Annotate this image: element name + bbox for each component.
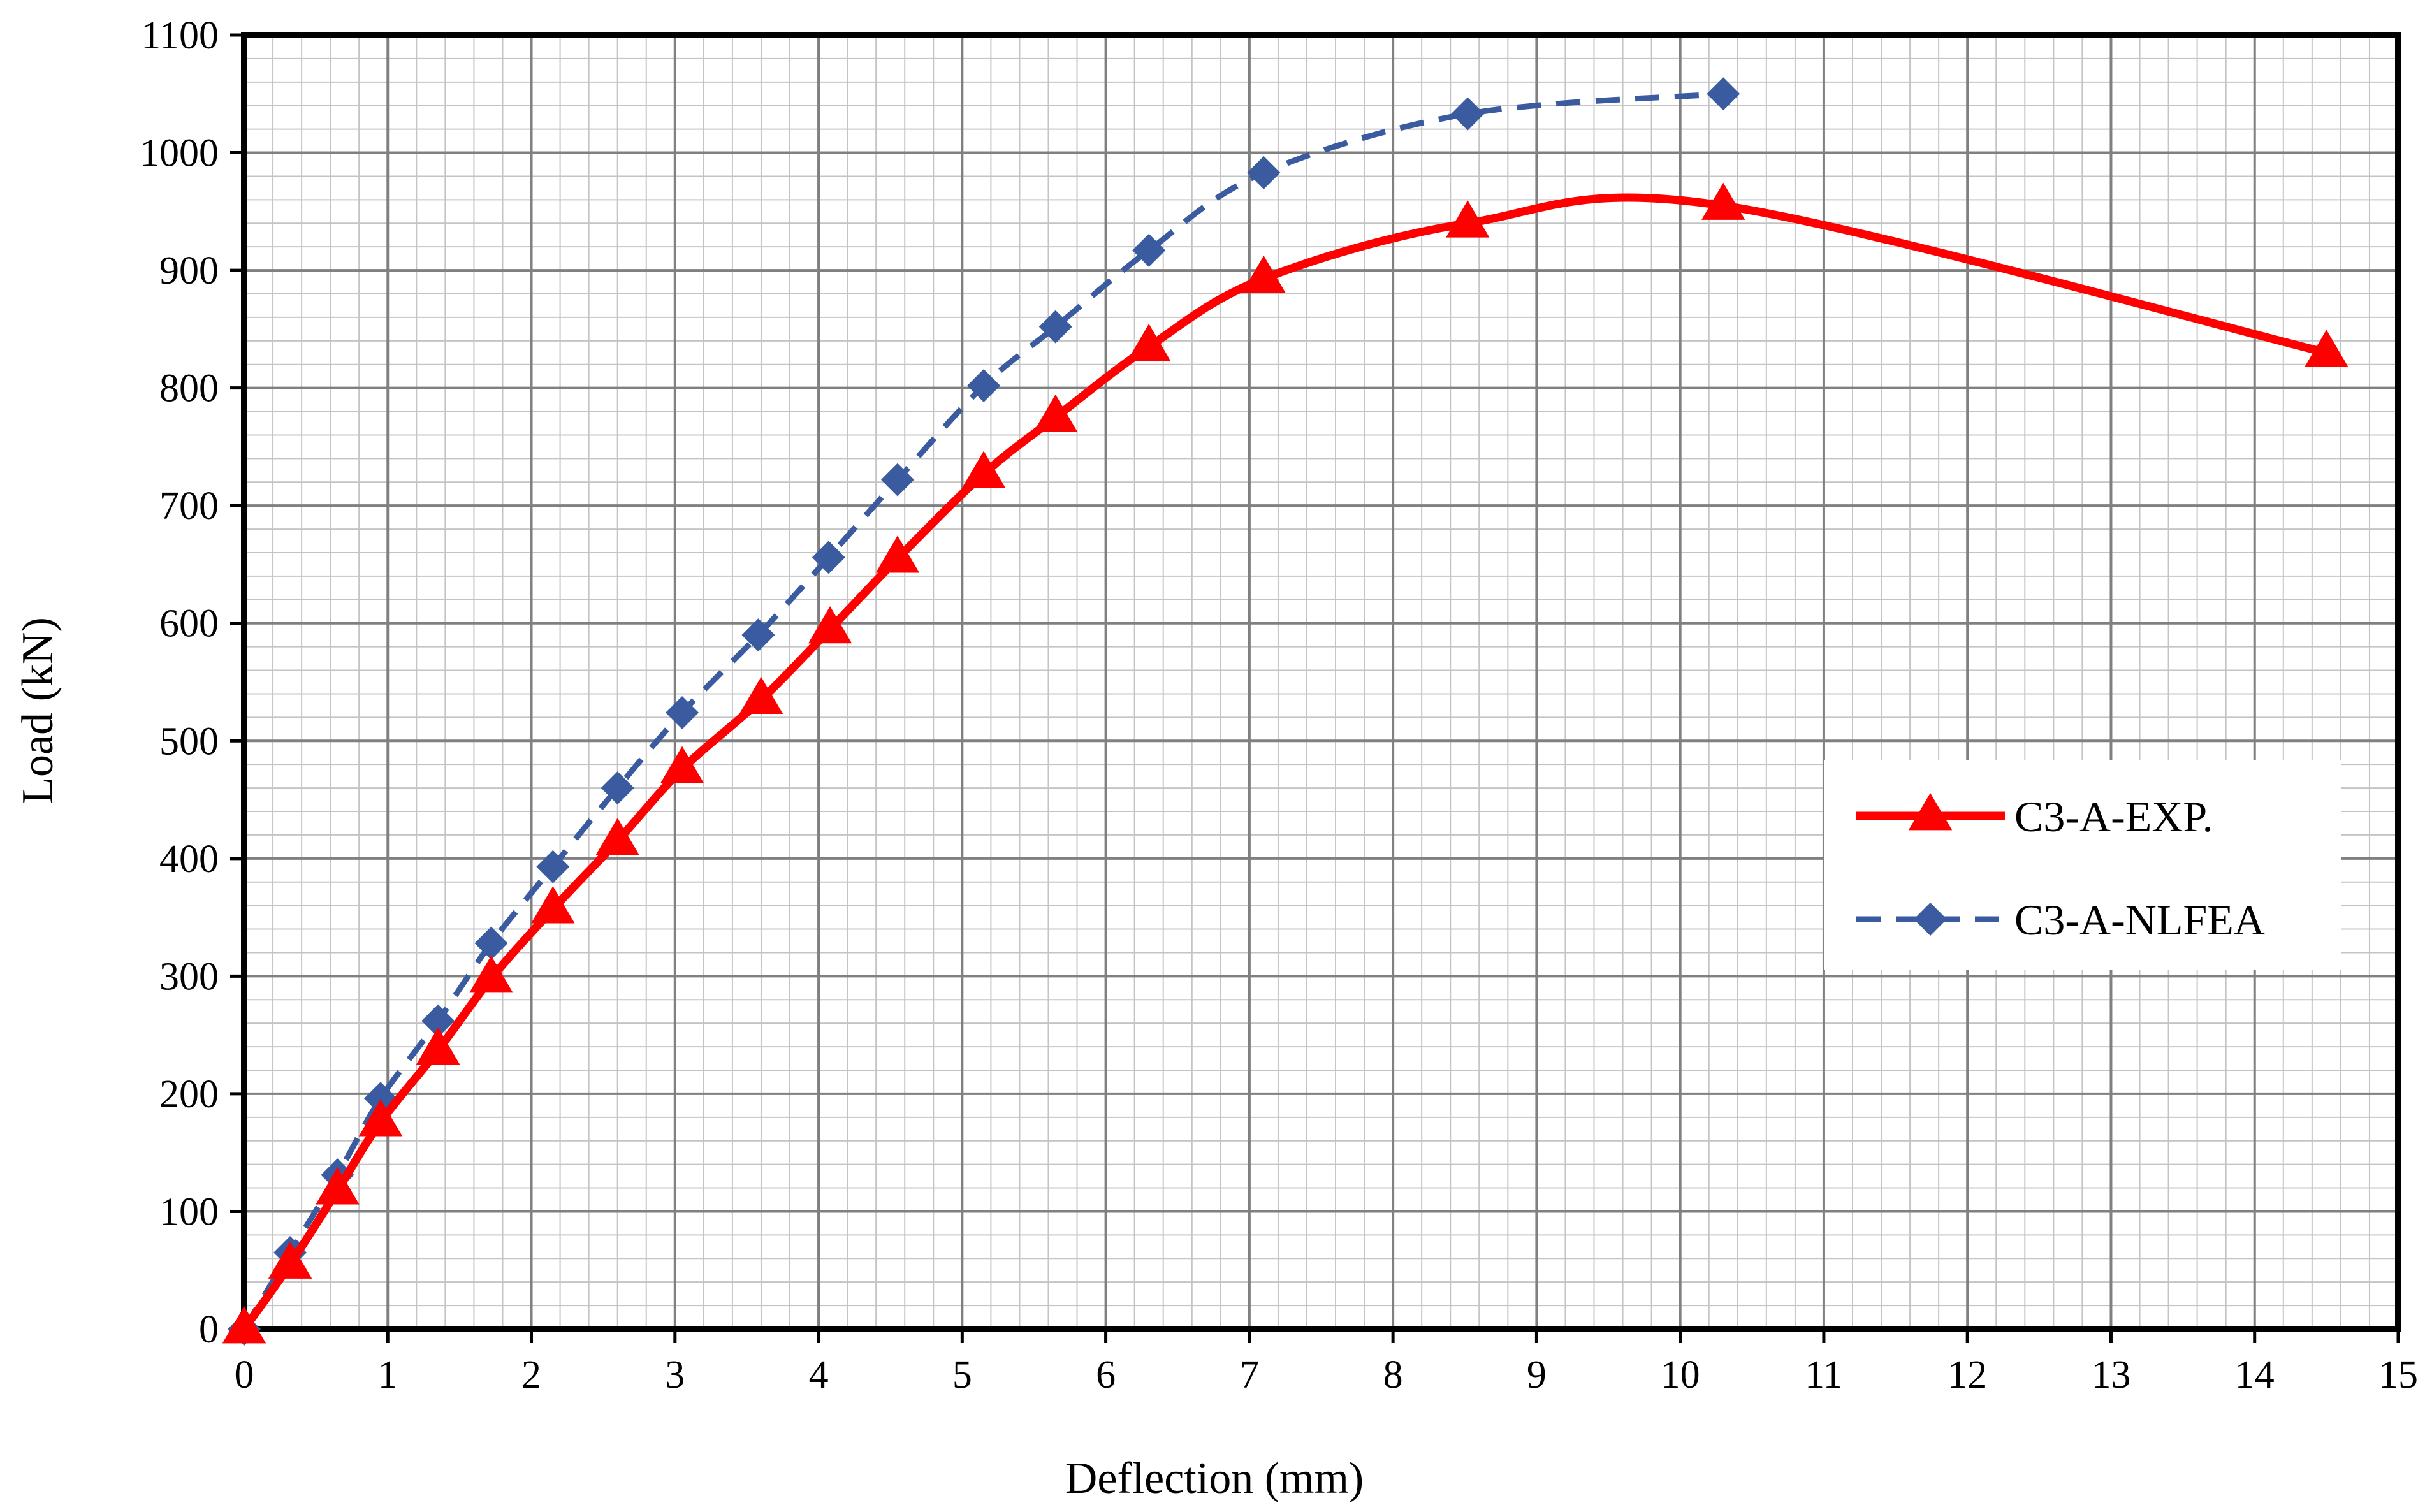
- y-tick-label: 500: [159, 720, 219, 763]
- data-point-c3-a-nlfea: [666, 695, 699, 729]
- x-tick-label: 10: [1661, 1353, 1700, 1397]
- plot-area-frame: [241, 32, 2401, 1332]
- data-point-c3-a-exp: [1033, 394, 1077, 432]
- legend-label-c3-a-exp: C3-A-EXP.: [2014, 792, 2213, 841]
- x-tick-label: 15: [2378, 1353, 2418, 1397]
- series-line-c3-a-exp: [240, 193, 2327, 1332]
- y-tick-label: 1100: [141, 14, 219, 57]
- x-axis-tick-labels: 0 1 2 3 4 5 6 7 8 9 10 11 12 13 14 15: [235, 1353, 2419, 1397]
- y-tick-label: 100: [159, 1190, 219, 1233]
- data-point-c3-a-exp: [416, 1027, 460, 1065]
- data-point-c3-a-nlfea: [967, 368, 1001, 402]
- legend-item-c3-a-exp: C3-A-EXP.: [1856, 792, 2213, 841]
- x-tick-label: 8: [1383, 1353, 1403, 1397]
- data-point-c3-a-exp: [469, 956, 513, 993]
- x-tick-label: 6: [1096, 1353, 1116, 1397]
- y-tick-label: 600: [159, 602, 219, 646]
- legend: C3-A-EXP. C3-A-NLFEA: [1824, 760, 2341, 970]
- data-point-c3-a-nlfea: [1451, 97, 1485, 131]
- data-point-c3-a-nlfea: [741, 618, 775, 652]
- y-tick-label: 700: [159, 484, 219, 528]
- data-point-c3-a-exp: [660, 746, 704, 783]
- data-point-c3-a-exp: [531, 886, 575, 924]
- data-point-c3-a-exp: [316, 1167, 360, 1205]
- data-point-c3-a-exp: [808, 606, 852, 644]
- data-point-c3-a-exp: [1701, 182, 1745, 220]
- data-point-c3-a-exp: [268, 1241, 312, 1279]
- minor-gridlines: [244, 35, 2398, 1329]
- data-point-c3-a-nlfea: [536, 850, 570, 883]
- data-point-c3-a-nlfea: [1707, 77, 1740, 111]
- legend-marker-c3-a-exp: [1908, 793, 1953, 831]
- data-point-c3-a-exp: [1242, 256, 1286, 293]
- data-point-c3-a-nlfea: [474, 926, 508, 960]
- data-point-c3-a-exp: [875, 535, 920, 573]
- y-tick-label: 300: [159, 955, 219, 998]
- data-point-c3-a-exp: [2305, 330, 2349, 367]
- y-tick-label: 1000: [140, 132, 219, 175]
- legend-box: [1824, 760, 2341, 970]
- y-tick-label: 400: [159, 838, 219, 881]
- data-point-c3-a-exp: [1126, 324, 1171, 361]
- major-gridlines: [244, 35, 2398, 1329]
- data-point-c3-a-exp: [595, 818, 639, 855]
- x-tick-label: 2: [521, 1353, 541, 1397]
- x-tick-label: 13: [2091, 1353, 2130, 1397]
- y-tick-label: 800: [159, 367, 219, 411]
- data-point-c3-a-nlfea: [1247, 156, 1281, 189]
- x-tick-label: 11: [1805, 1353, 1843, 1397]
- legend-marker-c3-a-nlfea: [1914, 903, 1947, 936]
- x-tick-label: 3: [665, 1353, 685, 1397]
- y-axis-title: Load (kN): [13, 617, 62, 804]
- data-point-c3-a-exp: [358, 1099, 403, 1137]
- x-tick-label: 0: [235, 1353, 254, 1397]
- data-point-c3-a-nlfea: [1038, 310, 1072, 344]
- legend-item-c3-a-nlfea: C3-A-NLFEA: [1856, 896, 2265, 944]
- x-tick-label: 5: [952, 1353, 972, 1397]
- x-tick-label: 7: [1239, 1353, 1259, 1397]
- data-point-c3-a-nlfea: [880, 463, 914, 497]
- y-axis-tick-labels: 0 100 200 300 400 500 600 700 800 900 1000 1100: [140, 14, 219, 1351]
- x-tick-label: 4: [809, 1353, 829, 1397]
- legend-label-c3-a-nlfea: C3-A-NLFEA: [2014, 896, 2265, 944]
- data-point-c3-a-nlfea: [421, 1004, 455, 1038]
- data-point-c3-a-nlfea: [812, 541, 845, 574]
- data-point-c3-a-exp: [1446, 200, 1490, 238]
- y-tick-label: 200: [159, 1073, 219, 1116]
- x-axis-title: Deflection (mm): [1065, 1454, 1364, 1503]
- data-point-c3-a-exp: [222, 1306, 266, 1344]
- series-c3-a-exp: [222, 182, 2349, 1344]
- series-layer: [222, 77, 2349, 1346]
- axis-ticks: [230, 33, 2400, 1343]
- data-point-c3-a-exp: [739, 676, 783, 715]
- data-point-c3-a-nlfea: [1132, 233, 1166, 267]
- x-tick-label: 1: [378, 1353, 398, 1397]
- data-point-c3-a-exp: [961, 451, 1006, 488]
- x-tick-label: 12: [1948, 1353, 1987, 1397]
- y-tick-label: 0: [199, 1308, 219, 1351]
- data-point-c3-a-nlfea: [601, 771, 634, 805]
- y-tick-label: 900: [159, 249, 219, 293]
- x-tick-label: 9: [1527, 1353, 1547, 1397]
- x-tick-label: 14: [2235, 1353, 2275, 1397]
